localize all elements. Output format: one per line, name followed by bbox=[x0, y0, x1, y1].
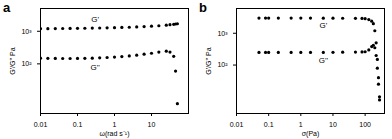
svg-text:0.1: 0.1 bbox=[73, 121, 83, 128]
svg-text:1: 1 bbox=[299, 121, 303, 128]
svg-text:G': G' bbox=[319, 21, 327, 30]
svg-text:0.01: 0.01 bbox=[34, 121, 48, 128]
svg-text:G'/G'' Pa: G'/G'' Pa bbox=[9, 47, 16, 74]
html-text:a: a bbox=[3, 0, 11, 15]
svg-text:G'': G'' bbox=[91, 63, 101, 72]
svg-text:G': G' bbox=[91, 15, 99, 24]
svg-text:0.1: 0.1 bbox=[264, 121, 274, 128]
svg-text:G'/G'' Pa: G'/G'' Pa bbox=[205, 47, 212, 74]
svg-text:G'': G'' bbox=[319, 56, 329, 65]
svg-text:10: 10 bbox=[148, 121, 156, 128]
svg-text:10³: 10³ bbox=[21, 28, 32, 35]
svg-text:1: 1 bbox=[113, 121, 117, 128]
svg-text:10: 10 bbox=[329, 121, 337, 128]
svg-text:10²: 10² bbox=[21, 60, 32, 67]
svg-text:σ(Pa): σ(Pa) bbox=[302, 130, 320, 138]
svg-text:100: 100 bbox=[359, 121, 371, 128]
svg-text:0.01: 0.01 bbox=[230, 121, 244, 128]
html-text:b: b bbox=[199, 0, 207, 15]
svg-text:10³: 10³ bbox=[217, 29, 228, 36]
svg-text:10²: 10² bbox=[217, 61, 228, 68]
svg-text:ω(rad s⁻¹): ω(rad s⁻¹) bbox=[99, 130, 129, 138]
